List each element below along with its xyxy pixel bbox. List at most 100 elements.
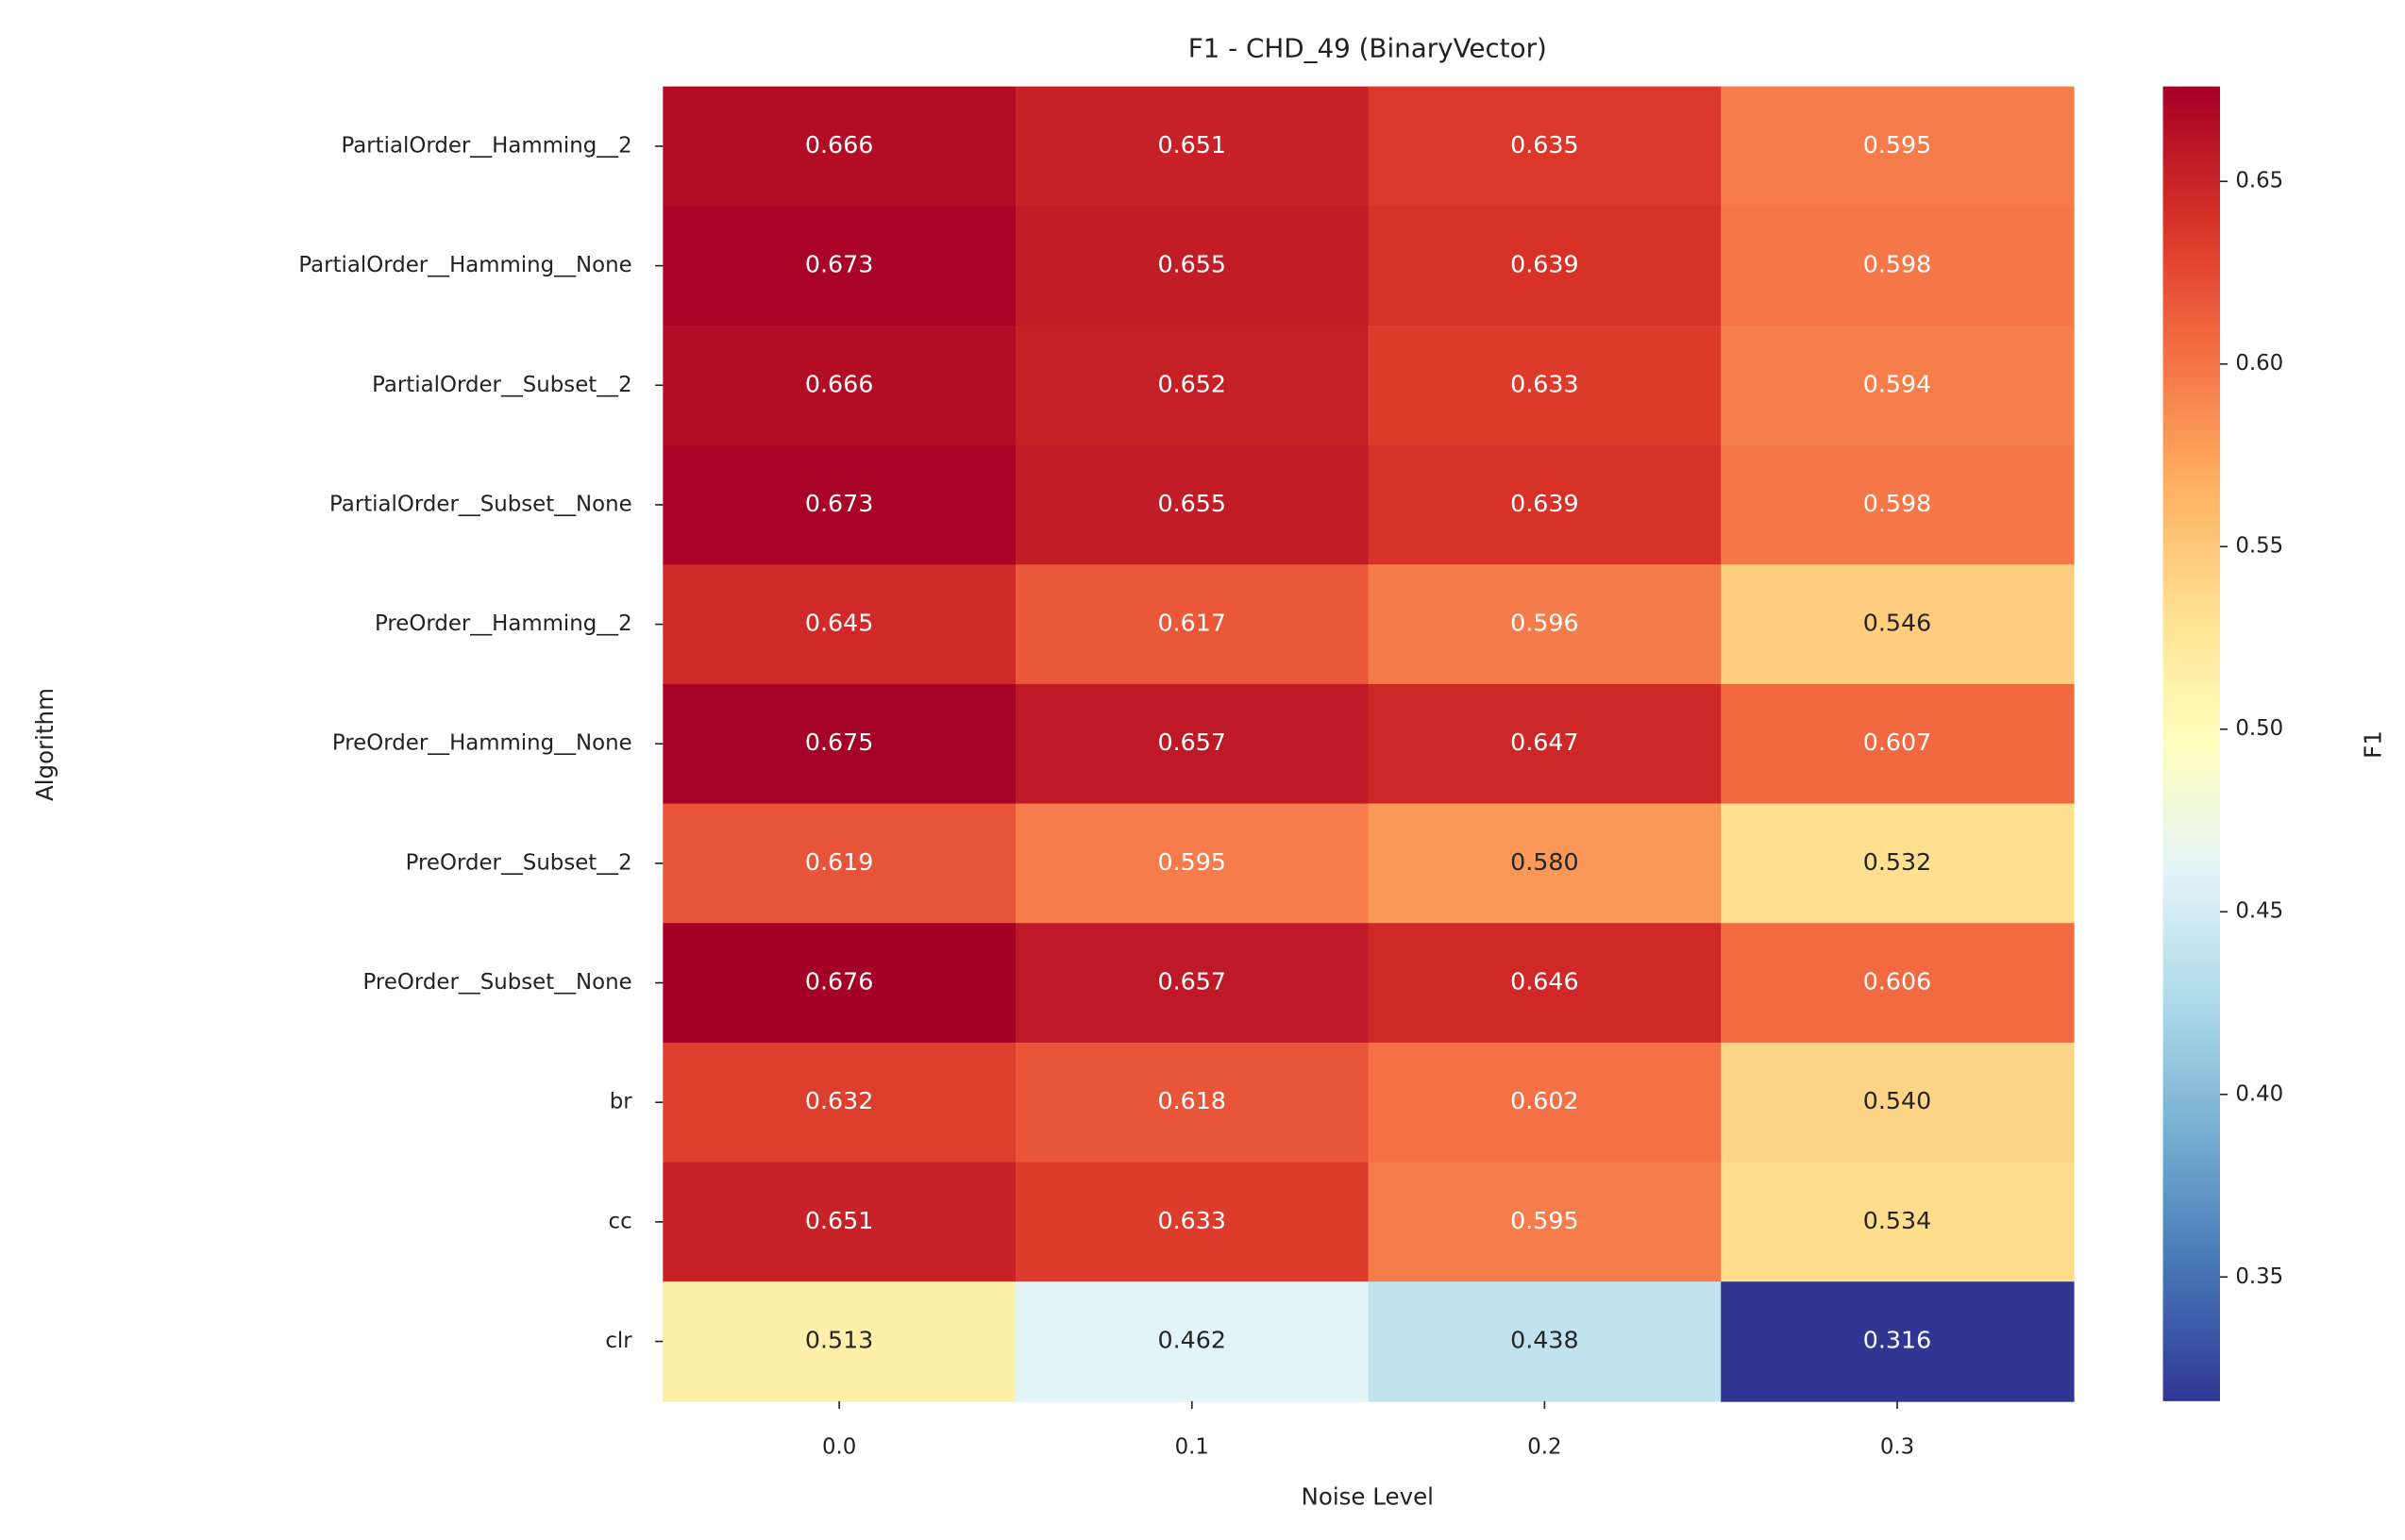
cell-label: 0.633 xyxy=(1510,370,1578,397)
heatmap-cell xyxy=(1015,444,1370,566)
y-tick-label: cc xyxy=(609,1209,632,1233)
cell-label: 0.438 xyxy=(1510,1327,1578,1354)
heatmap-cell xyxy=(1368,444,1723,566)
heatmap-cell xyxy=(1368,803,1723,925)
heatmap-cell xyxy=(1368,1281,1723,1402)
y-tick-label: PreOrder__Subset__None xyxy=(363,970,632,995)
cell-label: 0.657 xyxy=(1158,968,1226,996)
cell-label: 0.532 xyxy=(1863,848,1931,876)
cell-label: 0.540 xyxy=(1863,1087,1931,1114)
cell-label: 0.655 xyxy=(1158,490,1226,517)
cell-label: 0.316 xyxy=(1863,1327,1931,1354)
x-tick-label: 0.1 xyxy=(1175,1434,1209,1459)
colorbar-tick-label: 0.60 xyxy=(2235,351,2283,376)
cell-label: 0.619 xyxy=(805,848,873,876)
x-axis-label: Noise Level xyxy=(1302,1483,1434,1511)
colorbar-tick-label: 0.45 xyxy=(2235,899,2283,924)
colorbar-label: F1 xyxy=(2359,730,2386,759)
cell-label: 0.595 xyxy=(1863,131,1931,159)
heatmap-cell xyxy=(663,325,1017,446)
cell-label: 0.639 xyxy=(1510,251,1578,278)
cell-label: 0.635 xyxy=(1510,131,1578,159)
y-tick-label: br xyxy=(610,1090,633,1114)
cell-label: 0.651 xyxy=(1158,131,1226,159)
heatmap-cell xyxy=(1721,1162,2075,1283)
colorbar xyxy=(2162,86,2220,1401)
heatmap-cell xyxy=(1015,564,1370,685)
heatmap-cell xyxy=(663,86,1017,208)
heatmap-cell xyxy=(1721,325,2075,446)
heatmap-cell xyxy=(1368,564,1723,685)
heatmap-cell xyxy=(1721,86,2075,208)
heatmap-cell xyxy=(663,1281,1017,1402)
cell-label: 0.657 xyxy=(1158,728,1226,756)
heatmap-cell xyxy=(1015,1281,1370,1402)
cell-label: 0.673 xyxy=(805,251,873,278)
heatmap-cell xyxy=(1721,803,2075,925)
heatmap-cell xyxy=(1721,1042,2075,1163)
y-tick-label: PartialOrder__Hamming__2 xyxy=(342,133,632,158)
cell-label: 0.580 xyxy=(1510,848,1578,876)
cell-label: 0.534 xyxy=(1863,1207,1931,1234)
colorbar-tick-label: 0.35 xyxy=(2235,1264,2283,1289)
heatmap-cell xyxy=(1368,683,1723,805)
x-tick-label: 0.0 xyxy=(822,1434,856,1459)
cell-label: 0.594 xyxy=(1863,370,1931,397)
y-axis-label: Algorithm xyxy=(31,688,59,801)
heatmap-cell xyxy=(1368,325,1723,446)
x-tick-label: 0.2 xyxy=(1527,1434,1561,1459)
y-tick-label: PartialOrder__Subset__None xyxy=(329,492,632,516)
heatmap-cell xyxy=(1015,923,1370,1044)
y-tick-label: PartialOrder__Hamming__None xyxy=(298,253,631,277)
heatmap-cell xyxy=(663,444,1017,566)
cell-label: 0.651 xyxy=(805,1207,873,1234)
cell-label: 0.617 xyxy=(1158,610,1226,637)
heatmap-cell xyxy=(1721,923,2075,1044)
cell-label: 0.632 xyxy=(805,1087,873,1114)
heatmap-cell xyxy=(1721,1281,2075,1402)
y-tick-label: PreOrder__Subset__2 xyxy=(406,850,632,875)
heatmap-cell xyxy=(663,683,1017,805)
cell-label: 0.462 xyxy=(1158,1327,1226,1354)
cell-label: 0.676 xyxy=(805,968,873,996)
colorbar-tick-label: 0.55 xyxy=(2235,534,2283,559)
cell-label: 0.645 xyxy=(805,610,873,637)
heatmap-cell xyxy=(1368,206,1723,326)
cell-label: 0.673 xyxy=(805,490,873,517)
cell-label: 0.602 xyxy=(1510,1087,1578,1114)
heatmap-cell xyxy=(1015,86,1370,208)
cell-label: 0.598 xyxy=(1863,490,1931,517)
heatmap-cell xyxy=(1368,923,1723,1044)
heatmap-cell xyxy=(1721,683,2075,805)
heatmap-cell xyxy=(1015,1162,1370,1283)
cell-label: 0.595 xyxy=(1510,1207,1578,1234)
heatmap-cell xyxy=(1721,564,2075,685)
chart-title: F1 - CHD_49 (BinaryVector) xyxy=(1188,32,1547,63)
cell-label: 0.513 xyxy=(805,1327,873,1354)
cell-label: 0.633 xyxy=(1158,1207,1226,1234)
heatmap-cell xyxy=(1015,803,1370,925)
cell-label: 0.655 xyxy=(1158,251,1226,278)
cell-label: 0.639 xyxy=(1510,490,1578,517)
heatmap-cell xyxy=(1015,1042,1370,1163)
cell-label: 0.666 xyxy=(805,131,873,159)
heatmap-cell xyxy=(663,564,1017,685)
colorbar-tick-label: 0.65 xyxy=(2235,169,2283,193)
cell-label: 0.652 xyxy=(1158,370,1226,397)
cell-label: 0.675 xyxy=(805,728,873,756)
cell-label: 0.607 xyxy=(1863,728,1931,756)
cell-label: 0.666 xyxy=(805,370,873,397)
cell-label: 0.618 xyxy=(1158,1087,1226,1114)
colorbar-tick-label: 0.40 xyxy=(2235,1081,2283,1106)
colorbar-tick-label: 0.50 xyxy=(2235,716,2283,741)
y-tick-label: PreOrder__Hamming__2 xyxy=(375,611,632,636)
heatmap-cell xyxy=(663,803,1017,925)
heatmap-cell xyxy=(1368,1042,1723,1163)
heatmap-cell xyxy=(663,1042,1017,1163)
cell-label: 0.647 xyxy=(1510,728,1578,756)
cell-label: 0.546 xyxy=(1863,610,1931,637)
y-tick-label: PartialOrder__Subset__2 xyxy=(372,373,632,397)
cell-label: 0.595 xyxy=(1158,848,1226,876)
